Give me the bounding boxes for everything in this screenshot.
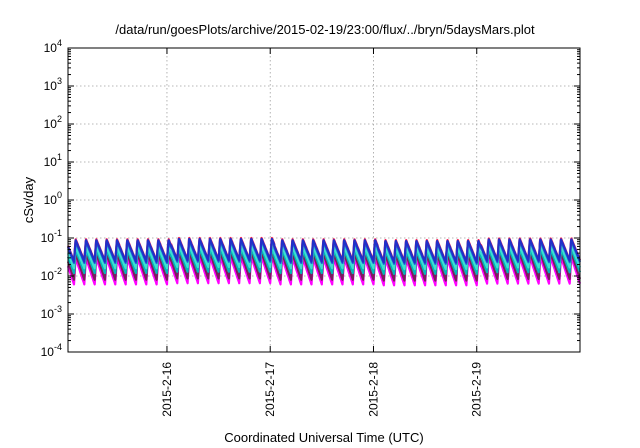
- y-tick-label: 101: [44, 152, 62, 169]
- y-tick-label: 10-4: [41, 342, 62, 359]
- x-tick-label: 2015-2-17: [263, 362, 277, 417]
- y-tick-label: 10-2: [41, 266, 62, 283]
- x-axis-title: Coordinated Universal Time (UTC): [224, 430, 423, 445]
- x-tick-label: 2015-2-18: [366, 362, 380, 417]
- x-tick-label: 2015-2-19: [470, 362, 484, 417]
- y-tick-label: 104: [44, 38, 62, 55]
- x-tick-labels: 2015-2-16 2015-2-17 2015-2-18 2015-2-19: [160, 362, 484, 417]
- y-tick-label: 103: [44, 76, 62, 93]
- y-axis-title: cSv/day: [21, 176, 36, 223]
- y-tick-label: 102: [44, 114, 62, 131]
- series-line-7: [66, 237, 582, 264]
- grid-lines: [68, 48, 580, 352]
- x-tick-label: 2015-2-16: [160, 362, 174, 417]
- y-tick-label: 10-1: [41, 228, 62, 245]
- y-tick-label: 10-3: [41, 304, 62, 321]
- y-tick-labels: 10-4 10-3 10-2 10-1 100 101 102 103 104: [41, 38, 62, 359]
- chart-title: /data/run/goesPlots/archive/2015-02-19/2…: [115, 22, 535, 37]
- series-lines: [66, 236, 582, 287]
- y-tick-label: 100: [44, 190, 62, 207]
- axis-ticks: [68, 47, 580, 353]
